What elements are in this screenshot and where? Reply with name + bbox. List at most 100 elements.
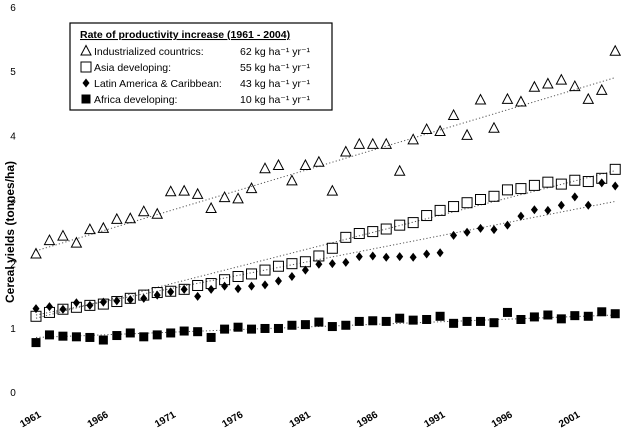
data-point bbox=[353, 137, 366, 149]
data-point bbox=[32, 304, 40, 314]
data-point bbox=[164, 185, 177, 197]
data-point bbox=[45, 302, 53, 312]
data-point bbox=[286, 174, 298, 186]
data-point bbox=[151, 207, 164, 219]
data-point bbox=[274, 276, 282, 286]
y-tick-label: 0 bbox=[10, 388, 16, 399]
data-point bbox=[261, 280, 269, 290]
data-point bbox=[342, 257, 350, 267]
data-point bbox=[463, 227, 471, 237]
data-point bbox=[461, 197, 473, 209]
data-point bbox=[582, 92, 595, 104]
legend-label: Latin America & Caribbean: bbox=[94, 78, 222, 90]
data-point bbox=[98, 335, 108, 345]
data-point bbox=[259, 264, 271, 276]
data-point bbox=[287, 320, 297, 330]
data-point bbox=[555, 73, 568, 85]
data-point bbox=[610, 309, 620, 319]
data-point bbox=[339, 145, 352, 157]
data-point bbox=[422, 314, 432, 324]
data-point bbox=[395, 313, 405, 323]
data-point bbox=[300, 320, 310, 330]
trend-line bbox=[35, 170, 616, 319]
y-tick-label: 1 bbox=[10, 324, 16, 335]
data-point bbox=[86, 300, 94, 310]
data-point bbox=[448, 201, 460, 213]
data-point bbox=[260, 323, 270, 333]
data-point bbox=[288, 272, 296, 281]
trend-line bbox=[35, 200, 616, 316]
data-point bbox=[408, 315, 418, 325]
data-point bbox=[218, 191, 231, 203]
data-point bbox=[139, 332, 149, 342]
data-point bbox=[314, 317, 324, 327]
data-point bbox=[110, 212, 123, 224]
data-point bbox=[435, 311, 445, 321]
data-point bbox=[450, 230, 458, 240]
data-point bbox=[366, 137, 379, 149]
y-tick-label: 5 bbox=[10, 67, 16, 78]
data-point bbox=[393, 164, 406, 176]
legend-label: Asia developing: bbox=[94, 62, 171, 74]
data-point bbox=[72, 298, 80, 308]
data-point bbox=[31, 338, 41, 348]
data-point bbox=[140, 293, 148, 303]
data-point bbox=[449, 318, 459, 328]
data-point bbox=[421, 210, 433, 222]
data-point bbox=[501, 92, 514, 104]
data-point bbox=[557, 200, 565, 210]
legend-rate: 43 kg ha⁻¹ yr⁻¹ bbox=[240, 78, 311, 90]
data-point bbox=[301, 265, 309, 275]
data-point bbox=[381, 316, 391, 326]
data-point bbox=[178, 184, 191, 196]
data-point bbox=[488, 121, 500, 133]
data-point bbox=[84, 299, 96, 311]
x-tick-label: 1976 bbox=[220, 409, 245, 430]
legend-marker bbox=[82, 78, 90, 88]
data-point bbox=[57, 303, 69, 315]
data-point bbox=[234, 284, 242, 294]
data-point bbox=[462, 316, 472, 326]
data-point bbox=[461, 128, 473, 140]
data-point bbox=[194, 291, 202, 301]
data-point bbox=[568, 79, 581, 92]
data-point bbox=[354, 316, 364, 326]
legend-marker bbox=[80, 61, 92, 73]
data-point bbox=[409, 252, 417, 262]
data-point bbox=[423, 249, 431, 259]
data-point bbox=[341, 320, 351, 330]
data-point bbox=[247, 324, 257, 334]
data-point bbox=[220, 324, 230, 334]
data-point bbox=[530, 205, 538, 215]
data-point bbox=[59, 304, 67, 314]
data-point bbox=[193, 327, 203, 337]
data-point bbox=[315, 259, 323, 269]
data-point bbox=[571, 192, 579, 202]
data-point bbox=[71, 332, 81, 342]
data-point bbox=[407, 217, 419, 229]
data-point bbox=[488, 190, 500, 202]
data-point bbox=[166, 328, 176, 338]
data-point bbox=[475, 194, 487, 205]
x-tick-label: 1996 bbox=[490, 409, 515, 430]
data-point bbox=[583, 311, 593, 321]
legend-marker bbox=[81, 94, 91, 104]
data-point bbox=[340, 231, 352, 243]
data-point bbox=[153, 290, 161, 300]
x-tick-label: 1971 bbox=[153, 409, 178, 430]
data-point bbox=[569, 174, 581, 186]
data-point bbox=[112, 331, 122, 341]
data-point bbox=[353, 228, 365, 240]
y-tick-label: 6 bbox=[10, 3, 16, 14]
x-tick-label: 1966 bbox=[86, 409, 111, 430]
data-point bbox=[259, 162, 271, 174]
legend-box bbox=[69, 22, 333, 111]
data-point bbox=[272, 260, 284, 272]
x-tick-label: 1991 bbox=[422, 409, 447, 430]
data-point bbox=[192, 279, 204, 291]
data-point bbox=[137, 205, 150, 217]
data-point bbox=[609, 44, 622, 56]
data-point bbox=[369, 251, 377, 261]
data-point bbox=[528, 179, 540, 191]
data-point bbox=[382, 252, 390, 262]
